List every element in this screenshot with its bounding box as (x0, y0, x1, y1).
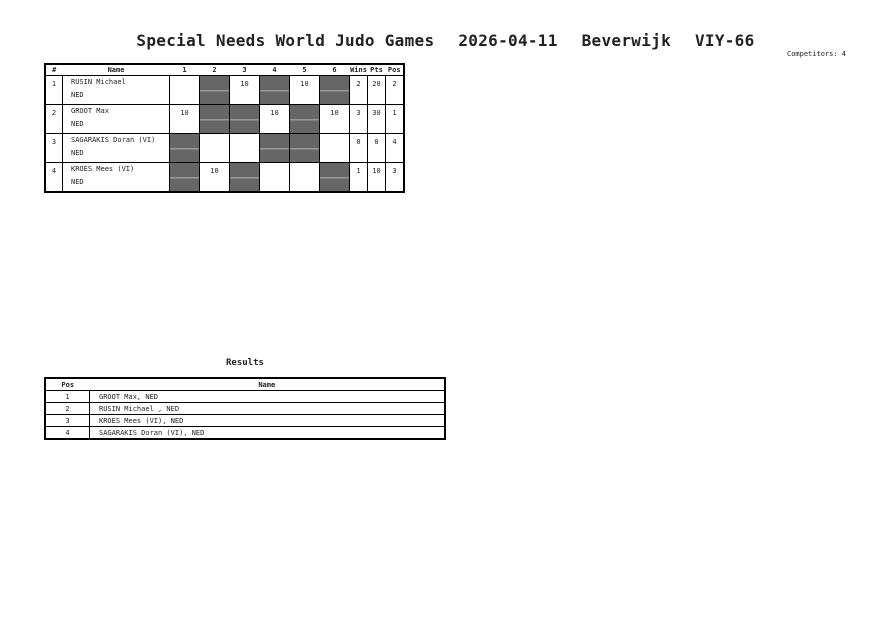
pool-col-header: 5 (302, 66, 307, 74)
pool-row: 4 KROES Mees (VI) NED 10 1 10 3 (44, 162, 405, 193)
pool-col-header: 1 (182, 66, 187, 74)
result-pos: 2 (44, 402, 90, 415)
score-cell (229, 162, 260, 193)
wins: 3 (349, 104, 368, 134)
result-row: 3 KROES Mees (VI), NED (44, 414, 446, 427)
score-cell (319, 75, 350, 105)
wins: 1 (349, 162, 368, 193)
event-date: 2026-04-11 (458, 31, 558, 50)
score-cell (199, 75, 230, 105)
competitor-country: NED (71, 177, 84, 186)
pool-col-header: Pts (370, 66, 383, 74)
col-name: Name (89, 378, 445, 391)
results-title: Results (226, 358, 264, 368)
result-pos: 1 (44, 390, 90, 403)
pool-col-header: 6 (332, 66, 337, 74)
position: 4 (385, 133, 405, 163)
score-cell: 10 (169, 104, 200, 134)
score-cell (169, 162, 200, 193)
wins: 2 (349, 75, 368, 105)
score-cell (289, 104, 320, 134)
competitor-name: RUSIN Michael (71, 78, 126, 86)
competitor-name: SAGARAKIS Doran (VI) (71, 136, 156, 144)
competitor-country: NED (71, 90, 84, 99)
competitor-cell: KROES Mees (VI) NED (62, 162, 170, 193)
competitor-name: KROES Mees (VI) (71, 165, 135, 173)
score-cell (229, 104, 260, 134)
competitor-cell: RUSIN Michael NED (62, 75, 170, 105)
score-cell (229, 133, 260, 163)
pool-col-header: # (52, 66, 57, 74)
pool-row: 3 SAGARAKIS Doran (VI) NED 0 0 4 (44, 133, 405, 163)
score-cell (169, 75, 200, 105)
points: 0 (367, 133, 386, 163)
competitor-number: 2 (44, 104, 63, 134)
score-cell (259, 133, 290, 163)
competitor-country: NED (71, 148, 84, 157)
score-cell (289, 133, 320, 163)
result-row: 4 SAGARAKIS Doran (VI), NED (44, 426, 446, 440)
pool-table: # Name 1 2 3 4 5 6 Wins Pts Pos 1 RUSIN Michael NED 1… (44, 63, 405, 193)
result-pos: 3 (44, 414, 90, 427)
competitor-cell: SAGARAKIS Doran (VI) NED (62, 133, 170, 163)
position: 1 (385, 104, 405, 134)
result-name: GROOT Max, NED (89, 390, 446, 403)
competitor-number: 1 (44, 75, 63, 105)
competitor-number: 4 (44, 162, 63, 193)
competitor-cell: GROOT Max NED (62, 104, 170, 134)
competitor-name: GROOT Max (71, 107, 109, 115)
score-cell (289, 162, 320, 193)
competitors-count: Competitors: 4 (786, 50, 846, 58)
pool-row: 1 RUSIN Michael NED 10 10 2 20 2 (44, 75, 405, 105)
result-name: RUSIN Michael , NED (89, 402, 446, 415)
score-cell (259, 75, 290, 105)
points: 20 (367, 75, 386, 105)
result-name: KROES Mees (VI), NED (89, 414, 446, 427)
position: 3 (385, 162, 405, 193)
category: VIY-66 (694, 31, 755, 50)
score-cell: 10 (229, 75, 260, 105)
score-cell (319, 162, 350, 193)
score-cell: 10 (199, 162, 230, 193)
score-cell: 10 (319, 104, 350, 134)
pool-col-header: 4 (272, 66, 277, 74)
result-pos: 4 (44, 426, 90, 440)
page-title: Special Needs World Judo Games 2026-04-1… (0, 31, 891, 50)
score-cell (199, 133, 230, 163)
pool-col-header: Wins (350, 66, 367, 74)
results-table: Pos Name 1 GROOT Max, NED 2 RUSIN Michael ,… (44, 377, 446, 440)
score-cell (259, 162, 290, 193)
score-cell (199, 104, 230, 134)
score-cell: 10 (259, 104, 290, 134)
event-location: Beverwijk (581, 31, 672, 50)
score-cell (319, 133, 350, 163)
event-name: Special Needs World Judo Games (136, 31, 435, 50)
points: 30 (367, 104, 386, 134)
pool-col-header: 2 (212, 66, 217, 74)
competitor-number: 3 (44, 133, 63, 163)
col-pos: Pos (45, 378, 90, 391)
result-name: SAGARAKIS Doran (VI), NED (89, 426, 446, 440)
competitor-country: NED (71, 119, 84, 128)
position: 2 (385, 75, 405, 105)
score-cell (169, 133, 200, 163)
pool-col-header: 3 (242, 66, 247, 74)
result-row: 1 GROOT Max, NED (44, 390, 446, 403)
score-cell: 10 (289, 75, 320, 105)
result-row: 2 RUSIN Michael , NED (44, 402, 446, 415)
pool-col-header: Name (107, 66, 125, 74)
points: 10 (367, 162, 386, 193)
pool-col-header: Pos (387, 66, 401, 74)
wins: 0 (349, 133, 368, 163)
pool-row: 2 GROOT Max NED 10 10 10 3 30 1 (44, 104, 405, 134)
